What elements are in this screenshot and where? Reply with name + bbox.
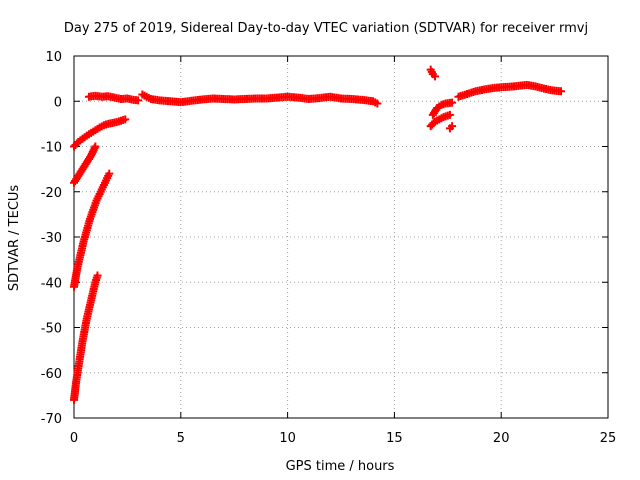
data-point <box>93 271 102 280</box>
series-arc-k <box>454 80 566 101</box>
data-point <box>373 99 382 108</box>
data-points <box>70 65 566 404</box>
series-arc-c <box>70 169 114 291</box>
data-point <box>557 87 566 96</box>
y-tick-label: -10 <box>41 141 62 156</box>
series-arc-i <box>428 98 457 119</box>
series-arc-e <box>84 91 143 105</box>
data-point <box>445 110 454 119</box>
x-tick-label: 25 <box>600 431 617 446</box>
x-axis-label: GPS time / hours <box>286 459 395 474</box>
y-tick-label: 10 <box>45 50 62 65</box>
x-tick-label: 20 <box>493 431 510 446</box>
series-arc-j <box>445 122 457 133</box>
data-point <box>91 142 100 151</box>
y-axis-ticks: -70 -60 -50 -40 -30 -20 -10 0 10 <box>41 50 608 427</box>
y-tick-label: -30 <box>41 231 62 246</box>
y-tick-label: -50 <box>41 322 62 337</box>
series-arc-f <box>138 90 382 108</box>
data-point <box>430 72 439 81</box>
data-point <box>448 98 457 107</box>
data-point <box>448 122 457 131</box>
series-arc-g <box>426 65 439 81</box>
y-tick-label: -70 <box>41 412 62 427</box>
y-tick-label: -40 <box>41 276 62 291</box>
series-arc-a <box>70 115 130 151</box>
y-tick-label: -60 <box>41 367 62 382</box>
data-point <box>105 169 114 178</box>
y-tick-label: -20 <box>41 186 62 201</box>
x-tick-label: 15 <box>386 431 403 446</box>
x-tick-label: 5 <box>177 431 185 446</box>
x-tick-label: 10 <box>279 431 296 446</box>
series-arc-h <box>426 110 454 131</box>
y-tick-label: 0 <box>54 95 62 110</box>
series-arc-d <box>70 271 102 404</box>
data-point <box>134 96 143 105</box>
chart-title: Day 275 of 2019, Sidereal Day-to-day VTE… <box>64 21 588 36</box>
grid <box>74 56 608 418</box>
x-tick-label: 0 <box>70 431 78 446</box>
series-arc-b <box>70 142 100 187</box>
x-axis-ticks: 0 5 10 15 20 25 <box>70 56 616 446</box>
y-axis-label: SDTVAR / TECUs <box>7 185 22 292</box>
data-point <box>121 115 130 124</box>
